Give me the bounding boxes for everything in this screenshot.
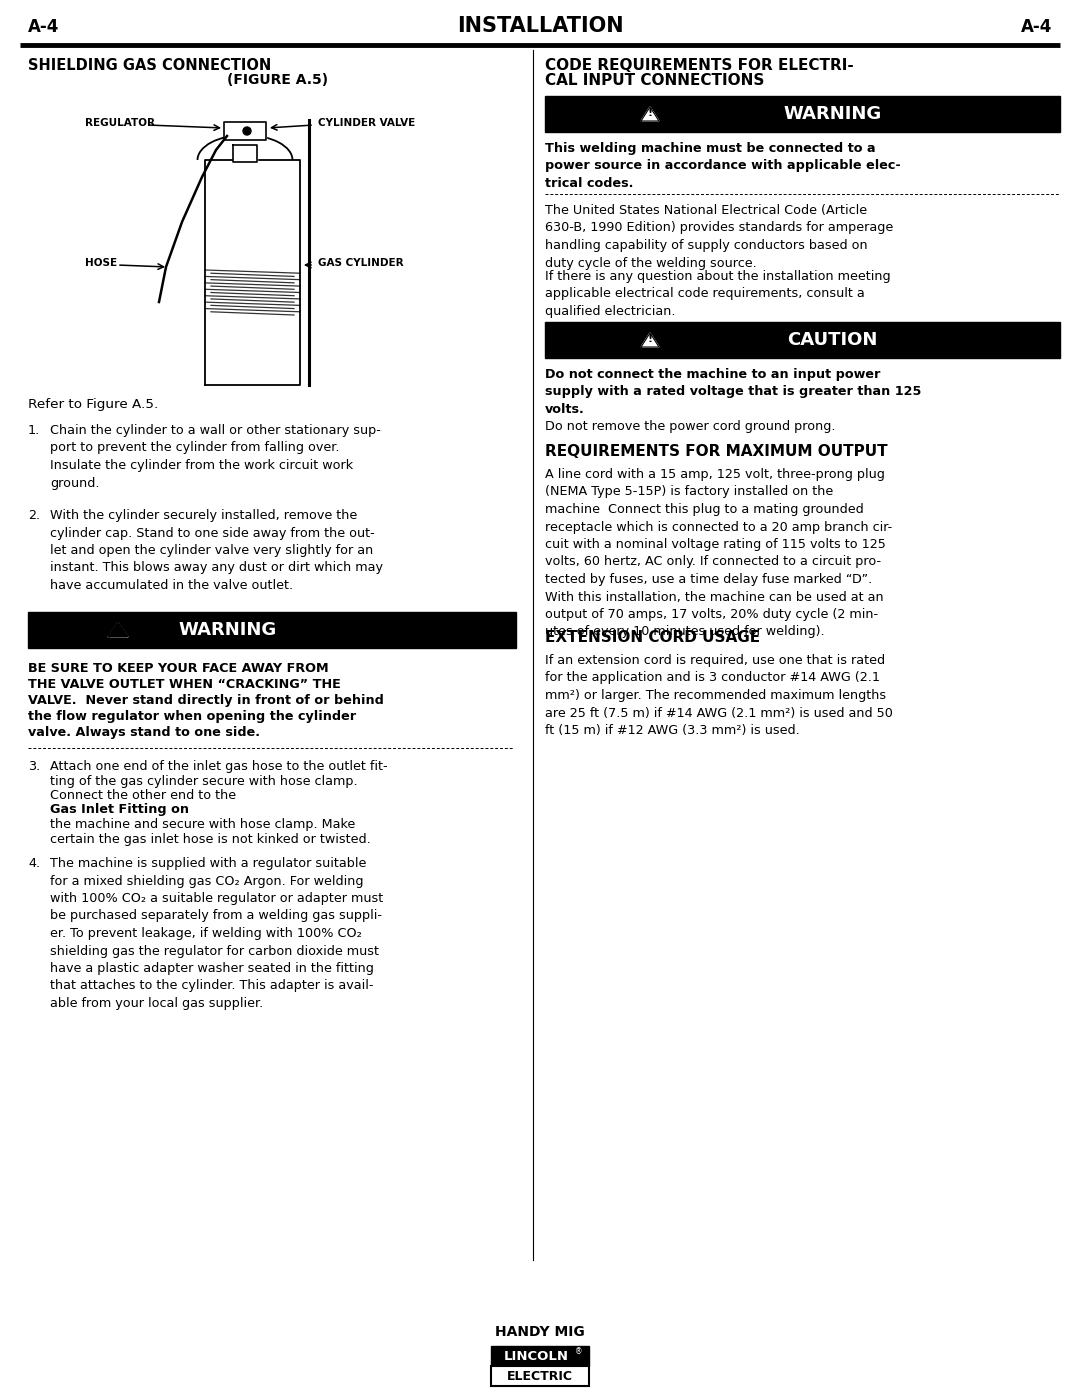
Text: Chain the cylinder to a wall or other stationary sup-
port to prevent the cylind: Chain the cylinder to a wall or other st… [50,425,381,489]
Bar [545,96,1059,131]
Text: CYLINDER VALVE: CYLINDER VALVE [318,117,415,129]
Bar [28,612,516,648]
Text: CAUTION: CAUTION [787,331,878,349]
Text: SHIELDING GAS CONNECTION: SHIELDING GAS CONNECTION [28,59,271,73]
Text: 4.: 4. [28,856,40,870]
Text: Gas Inlet Fitting on: Gas Inlet Fitting on [50,803,189,816]
Text: ting of the gas cylinder secure with hose clamp.: ting of the gas cylinder secure with hos… [50,774,357,788]
Text: the machine and secure with hose clamp. Make: the machine and secure with hose clamp. … [50,819,355,831]
Text: If there is any question about the installation meeting
applicable electrical co: If there is any question about the insta… [545,270,891,319]
Bar [491,1345,589,1366]
Polygon shape [224,122,266,140]
Text: !: ! [647,108,652,117]
Text: Attach one end of the inlet gas hose to the outlet fit-: Attach one end of the inlet gas hose to … [50,760,388,773]
Text: If an extension cord is required, use one that is rated
for the application and : If an extension cord is required, use on… [545,654,893,738]
Text: WARNING: WARNING [783,105,881,123]
Text: BE SURE TO KEEP YOUR FACE AWAY FROM: BE SURE TO KEEP YOUR FACE AWAY FROM [28,662,328,675]
Text: Do not remove the power cord ground prong.: Do not remove the power cord ground pron… [545,420,836,433]
Text: ELECTRIC: ELECTRIC [507,1369,573,1383]
Text: REQUIREMENTS FOR MAXIMUM OUTPUT: REQUIREMENTS FOR MAXIMUM OUTPUT [545,444,888,460]
Text: !: ! [647,334,652,344]
Polygon shape [109,623,127,637]
Text: VALVE.  Never stand directly in front of or behind: VALVE. Never stand directly in front of … [28,694,383,707]
Polygon shape [642,108,659,122]
Text: the flow regulator when opening the cylinder: the flow regulator when opening the cyli… [28,710,356,724]
Text: Do not connect the machine to an input power
supply with a rated voltage that is: Do not connect the machine to an input p… [545,367,921,416]
Text: HOSE: HOSE [85,258,117,268]
Text: valve. Always stand to one side.: valve. Always stand to one side. [28,726,260,739]
Text: A line cord with a 15 amp, 125 volt, three-prong plug
(NEMA Type 5-15P) is facto: A line cord with a 15 amp, 125 volt, thr… [545,468,892,638]
Text: GAS CYLINDER: GAS CYLINDER [318,258,404,268]
Text: EXTENSION CORD USAGE: EXTENSION CORD USAGE [545,630,760,645]
Text: Connect the other end to the: Connect the other end to the [50,789,240,802]
Text: 3.: 3. [28,760,40,773]
Text: LINCOLN: LINCOLN [503,1350,568,1362]
Text: A-4: A-4 [28,18,59,36]
Text: The United States National Electrical Code (Article
630-B, 1990 Edition) provide: The United States National Electrical Co… [545,204,893,270]
Text: The machine is supplied with a regulator suitable
for a mixed shielding gas CO₂ : The machine is supplied with a regulator… [50,856,383,1010]
Text: certain the gas inlet hose is not kinked or twisted.: certain the gas inlet hose is not kinked… [50,833,370,845]
Text: INSTALLATION: INSTALLATION [457,15,623,36]
Text: CAL INPUT CONNECTIONS: CAL INPUT CONNECTIONS [545,73,765,88]
Polygon shape [233,145,257,162]
Text: REGULATOR: REGULATOR [85,117,156,129]
Text: 2.: 2. [28,509,40,522]
Text: HANDY MIG: HANDY MIG [495,1324,585,1338]
Polygon shape [205,161,300,386]
Text: Refer to Figure A.5.: Refer to Figure A.5. [28,398,159,411]
Text: CODE REQUIREMENTS FOR ELECTRI-: CODE REQUIREMENTS FOR ELECTRI- [545,59,854,73]
Polygon shape [642,332,659,346]
Bar [545,321,1059,358]
Text: !: ! [116,624,121,634]
Text: THE VALVE OUTLET WHEN “CRACKING” THE: THE VALVE OUTLET WHEN “CRACKING” THE [28,678,341,692]
Text: A-4: A-4 [1021,18,1052,36]
Text: This welding machine must be connected to a
power source in accordance with appl: This welding machine must be connected t… [545,142,901,190]
Text: 1.: 1. [28,425,40,437]
Bar [491,1366,589,1386]
Text: (FIGURE A.5): (FIGURE A.5) [228,73,328,87]
Polygon shape [108,623,129,637]
Text: WARNING: WARNING [179,622,278,638]
Text: With the cylinder securely installed, remove the
cylinder cap. Stand to one side: With the cylinder securely installed, re… [50,509,383,592]
Circle shape [243,127,251,136]
Polygon shape [108,623,129,637]
Text: ®: ® [576,1348,583,1356]
